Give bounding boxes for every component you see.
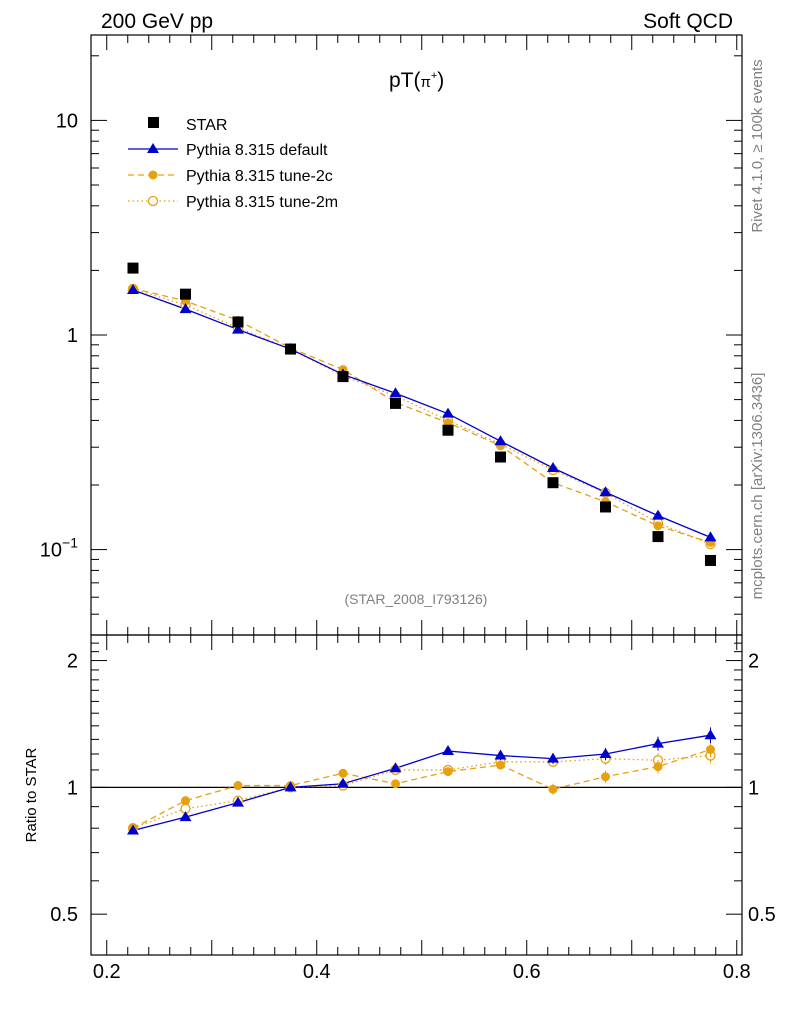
series-points-tune2m bbox=[127, 283, 716, 550]
data-point bbox=[705, 554, 716, 566]
data-point bbox=[179, 811, 192, 822]
data-point bbox=[391, 779, 400, 789]
series-points-tune2m bbox=[127, 747, 716, 834]
data-point bbox=[547, 462, 559, 473]
ratio-ylabel: Ratio to STAR bbox=[23, 747, 40, 842]
data-point bbox=[599, 748, 612, 759]
y-tick-label: 10 bbox=[56, 110, 78, 132]
data-point bbox=[127, 262, 139, 274]
main-y-tick-labels: 10−1 1 10 bbox=[40, 110, 78, 561]
data-point bbox=[233, 781, 243, 791]
ratio-series-group bbox=[127, 727, 717, 835]
data-point bbox=[442, 424, 454, 436]
header-left: 200 GeV pp bbox=[101, 10, 213, 33]
data-point bbox=[653, 521, 663, 531]
data-point bbox=[337, 371, 349, 383]
y-tick-label-right: 0.5 bbox=[748, 904, 776, 926]
x-tick-labels: 0.2 0.4 0.6 0.8 bbox=[93, 961, 751, 983]
data-point bbox=[232, 323, 244, 334]
data-point bbox=[338, 768, 348, 778]
data-point bbox=[494, 435, 507, 446]
x-tick-label: 0.2 bbox=[93, 961, 121, 983]
data-point bbox=[704, 531, 717, 542]
data-point bbox=[652, 509, 664, 520]
y-tick-label: 1 bbox=[67, 777, 78, 799]
data-point bbox=[285, 343, 296, 355]
data-point bbox=[600, 501, 611, 513]
data-point bbox=[652, 531, 664, 543]
series-line-tune2m bbox=[132, 288, 711, 545]
data-point bbox=[181, 796, 190, 806]
legend-label-default: Pythia 8.315 default bbox=[186, 142, 328, 159]
series-line-tune2c bbox=[132, 287, 711, 544]
y-tick-label-right: 2 bbox=[748, 651, 759, 673]
data-point bbox=[706, 745, 715, 755]
legend-marker-star bbox=[148, 117, 159, 128]
x-tick-label: 0.6 bbox=[513, 961, 541, 983]
rivet-label: Rivet 4.1.0, ≥ 100k events bbox=[749, 59, 766, 232]
data-point bbox=[390, 397, 401, 409]
data-point bbox=[442, 407, 454, 418]
data-point bbox=[704, 729, 717, 740]
data-point bbox=[547, 477, 559, 489]
data-point bbox=[337, 777, 349, 788]
y-tick-label-right: 1 bbox=[748, 777, 759, 799]
data-point bbox=[442, 744, 454, 755]
series-points-default bbox=[127, 284, 717, 542]
data-point bbox=[652, 737, 664, 748]
legend-marker-tune2m bbox=[147, 195, 159, 207]
data-point bbox=[548, 784, 558, 794]
legend: STAR Pythia 8.315 default Pythia 8.315 t… bbox=[128, 117, 338, 211]
series-line-tune2c bbox=[132, 748, 711, 829]
data-point bbox=[389, 387, 402, 398]
data-point bbox=[389, 762, 402, 773]
y-tick-label: 0.5 bbox=[50, 904, 78, 926]
header-right: Soft QCD bbox=[643, 10, 733, 33]
data-point bbox=[127, 284, 139, 295]
series-line-default bbox=[132, 289, 711, 538]
plot-title: pT(π+) bbox=[389, 69, 444, 92]
analysis-watermark: (STAR_2008_I793126) bbox=[345, 591, 488, 607]
x-tick-label: 0.8 bbox=[723, 961, 751, 983]
legend-label-star: STAR bbox=[186, 117, 227, 134]
ratio-panel-frame bbox=[90, 634, 743, 956]
data-point bbox=[284, 781, 297, 792]
y-tick-label: 2 bbox=[67, 651, 78, 673]
series-points-default bbox=[127, 727, 717, 835]
data-point bbox=[494, 749, 507, 760]
mcplots-label: mcplots.cern.ch [arXiv:1306.3436] bbox=[749, 373, 766, 600]
legend-marker-default bbox=[147, 143, 159, 153]
main-series-group bbox=[127, 262, 717, 566]
x-tick-label: 0.4 bbox=[303, 961, 331, 983]
series-points-tune2c bbox=[128, 283, 715, 547]
data-point bbox=[179, 303, 192, 314]
data-point bbox=[232, 316, 244, 328]
data-point bbox=[496, 760, 505, 770]
data-point bbox=[495, 451, 506, 463]
data-point bbox=[180, 288, 191, 300]
data-point bbox=[547, 752, 559, 763]
data-point bbox=[599, 486, 612, 497]
data-point bbox=[601, 772, 610, 782]
y-tick-label: 10−1 bbox=[40, 535, 78, 562]
legend-marker-tune2c bbox=[148, 170, 158, 180]
data-point bbox=[232, 796, 244, 807]
series-line-tune2m bbox=[132, 754, 711, 829]
series-line-default bbox=[132, 734, 711, 832]
series-points-star bbox=[127, 262, 716, 566]
data-point bbox=[653, 762, 663, 772]
data-point bbox=[127, 824, 139, 835]
ratio-y-tick-labels: 0.5 0.5 1 1 2 2 bbox=[50, 651, 776, 927]
data-point bbox=[443, 767, 453, 777]
axis-ticks bbox=[91, 35, 742, 956]
legend-label-tune2m: Pythia 8.315 tune-2m bbox=[186, 194, 338, 211]
y-tick-label: 1 bbox=[67, 325, 78, 347]
legend-label-tune2c: Pythia 8.315 tune-2c bbox=[186, 168, 333, 185]
